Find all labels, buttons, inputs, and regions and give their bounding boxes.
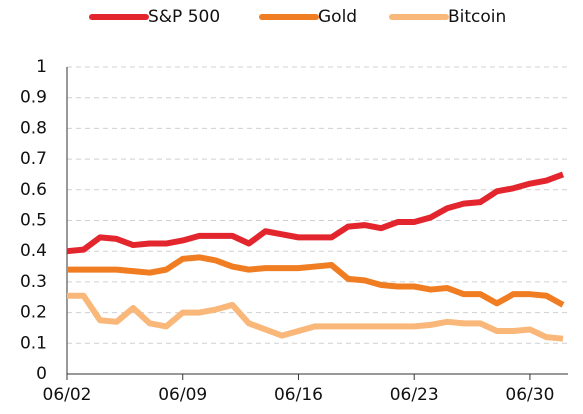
series-line [67,292,564,342]
y-tick-label: 0 [36,364,47,384]
x-tick-label: 06/16 [274,385,323,405]
x-tick-label: 06/02 [43,385,92,405]
y-tick-label: 0.6 [20,180,47,200]
y-tick-label: 0.9 [20,88,47,108]
legend-label: Bitcoin [448,7,506,27]
y-tick-label: 0.2 [20,303,47,323]
y-tick-label: 0.7 [20,149,47,169]
legend-label: S&P 500 [148,7,220,27]
y-tick-label: 0.4 [20,241,47,261]
y-tick-label: 0.3 [20,272,47,292]
x-tick-label: 06/09 [158,385,207,405]
series-line [67,254,565,308]
x-tick-label: 06/23 [390,385,439,405]
y-tick-label: 0.1 [20,333,47,353]
legend-label: Gold [318,7,357,27]
y-tick-label: 0.8 [20,118,47,138]
series-line [66,171,565,255]
y-tick-label: 0.5 [20,211,47,231]
x-tick-label: 06/30 [505,385,554,405]
y-tick-label: 1 [36,57,47,77]
